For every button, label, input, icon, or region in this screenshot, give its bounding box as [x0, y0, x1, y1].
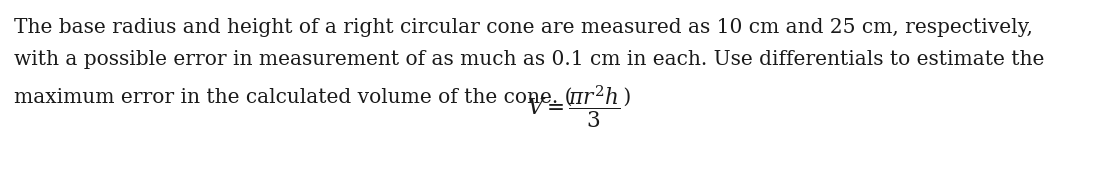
Text: The base radius and height of a right circular cone are measured as 10 cm and 25: The base radius and height of a right ci… [14, 18, 1032, 37]
Text: with a possible error in measurement of as much as 0.1 cm in each. Use different: with a possible error in measurement of … [14, 50, 1044, 69]
Text: ): ) [617, 88, 631, 107]
Text: $V = \dfrac{\pi r^2 h}{3}$: $V = \dfrac{\pi r^2 h}{3}$ [527, 84, 620, 130]
Text: maximum error in the calculated volume of the cone. (: maximum error in the calculated volume o… [14, 88, 579, 107]
